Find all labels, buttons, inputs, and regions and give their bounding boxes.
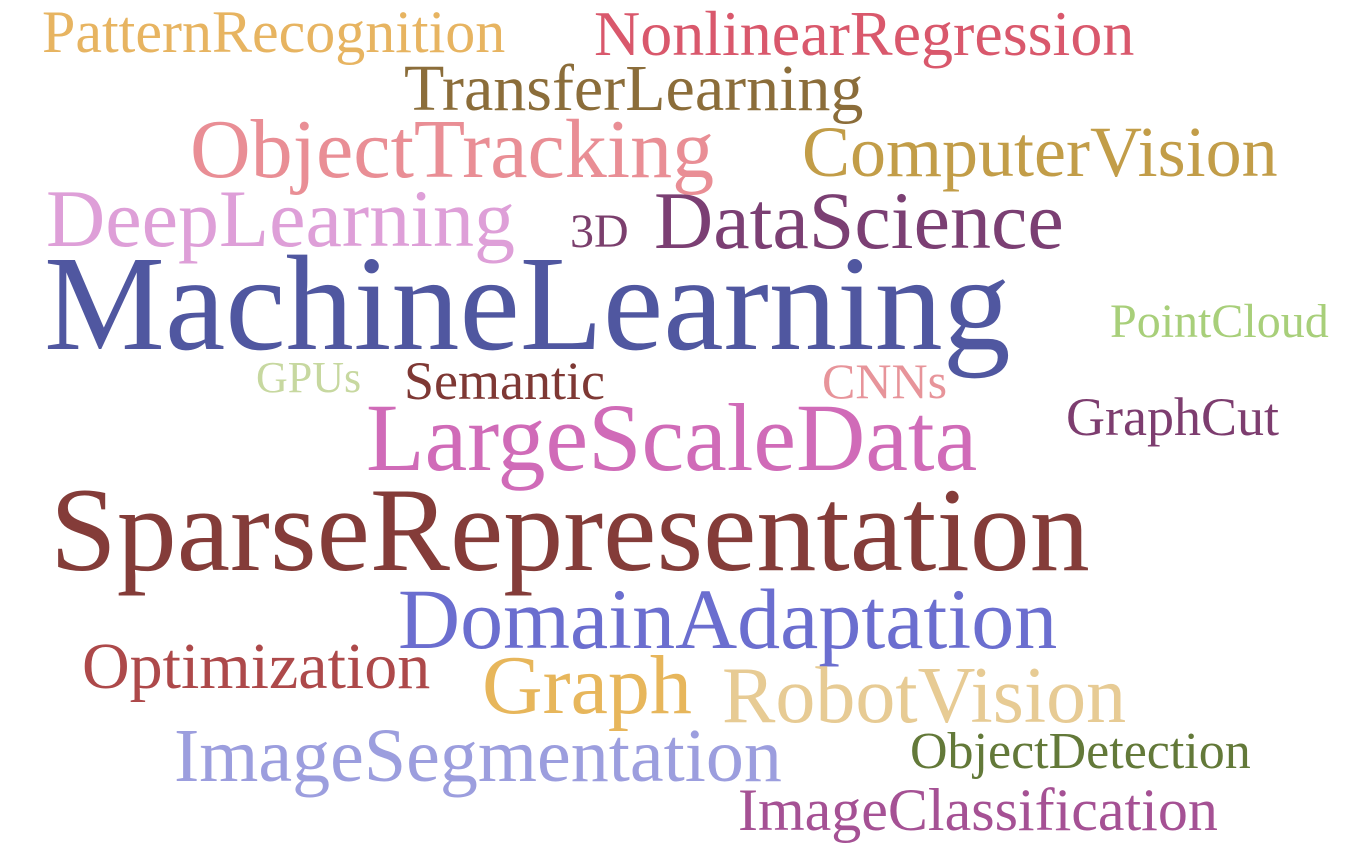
word-transfer-learning: TransferLearning (404, 52, 864, 125)
word-deep-learning: DeepLearning (46, 173, 515, 264)
word-image-segmentation: ImageSegmentation (174, 714, 782, 798)
word-object-detection: ObjectDetection (910, 723, 1251, 780)
word-optimization: Optimization (82, 630, 431, 703)
word-graph: Graph (482, 639, 692, 732)
word-semantic: Semantic (404, 351, 605, 411)
word-data-science: DataScience (654, 175, 1064, 266)
word-graph-cut: GraphCut (1066, 387, 1279, 447)
word-object-tracking: ObjectTracking (190, 103, 715, 196)
word-image-classification: ImageClassification (738, 777, 1218, 843)
word-computer-vision: ComputerVision (802, 112, 1278, 192)
word-large-scale-data: LargeScaleData (366, 384, 978, 491)
word-robot-vision: RobotVision (722, 652, 1127, 740)
word-cnns: CNNs (822, 353, 948, 409)
word-point-cloud: PointCloud (1110, 295, 1329, 348)
word-machine-learning: MachineLearning (44, 229, 1011, 379)
word-3d: 3D (570, 205, 629, 258)
word-domain-adaptation: DomainAdaptation (398, 571, 1058, 667)
word-sparse-representation: SparseRepresentation (50, 463, 1090, 596)
word-nonlinear-regression: NonlinearRegression (594, 0, 1135, 69)
word-gpus: GPUs (256, 353, 362, 402)
word-pattern-recognition: PatternRecognition (42, 0, 506, 65)
